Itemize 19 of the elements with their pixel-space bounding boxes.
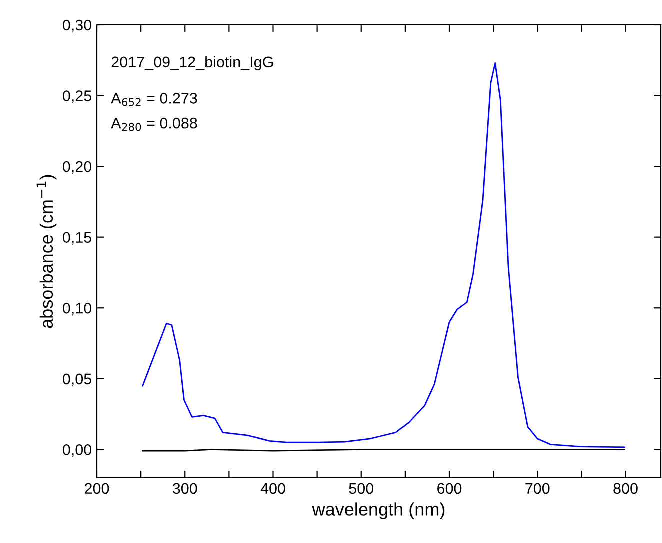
y-tick-label: 0,20: [63, 161, 92, 174]
x-tick-label: 400: [260, 483, 286, 494]
x-tick-label: 300: [172, 483, 198, 494]
y-tick-label: 0,00: [63, 444, 92, 458]
y-tick-label: 0,25: [63, 90, 92, 104]
annotation: 2017_09_12_biotin_IgG: [112, 56, 274, 71]
y-tick-label: 0,10: [63, 302, 92, 316]
x-tick-label: 200: [85, 483, 110, 494]
x-tick-label: 500: [349, 483, 374, 494]
y-tick-label: 0,15: [63, 232, 92, 245]
y-axis-title: absorbance (cm$^{−1}$): [36, 175, 57, 328]
x-axis-title: wavelength (nm): [312, 502, 445, 520]
x-tick-label: 800: [614, 483, 638, 494]
x-tick-label: 700: [526, 483, 550, 494]
y-tick-label: 0,05: [63, 374, 92, 386]
x-tick-label: 600: [438, 483, 462, 494]
annotation: A$_{280}$ = 0.088: [111, 118, 198, 132]
y-tick-label: 0,30: [63, 20, 92, 32]
annotation: A$_{652}$ = 0.273: [111, 93, 198, 106]
